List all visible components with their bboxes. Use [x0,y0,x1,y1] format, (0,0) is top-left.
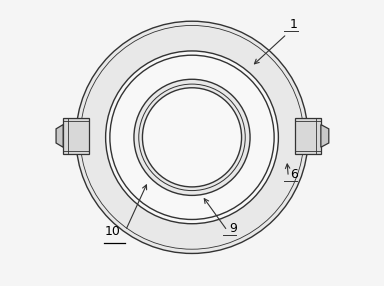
Circle shape [106,51,278,224]
Polygon shape [321,125,329,147]
Circle shape [110,55,274,219]
Text: 10: 10 [104,225,120,238]
Polygon shape [56,125,63,147]
Circle shape [142,88,242,187]
Text: 6: 6 [290,168,298,181]
Text: 9: 9 [229,222,237,235]
FancyBboxPatch shape [63,118,89,154]
FancyBboxPatch shape [295,118,321,154]
Circle shape [134,79,250,195]
Circle shape [139,84,245,190]
Circle shape [76,21,308,253]
Text: 1: 1 [290,18,298,31]
